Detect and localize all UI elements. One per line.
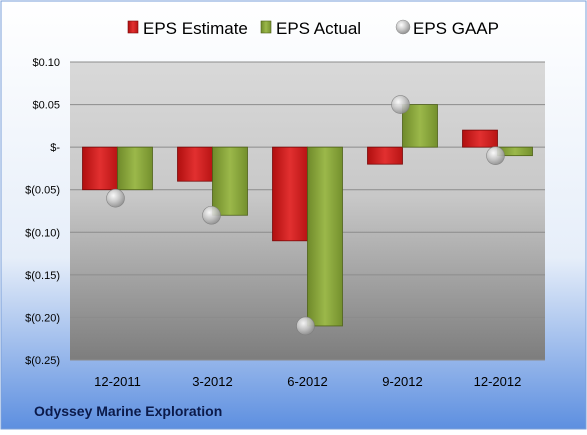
legend-estimate-swatch [127,20,139,34]
gaap-marker [296,316,315,336]
estimate-bar [82,146,118,191]
legend: EPS Estimate EPS Actual EPS GAAP [127,19,499,38]
y-tick-label: $(0.05) [25,185,60,197]
x-tick-label: 3-2012 [192,374,232,389]
gaap-marker [391,95,410,114]
gaap-markers [106,95,505,336]
actual-bar [212,146,248,216]
actual-bar [402,104,438,148]
legend-label: EPS GAAP [413,19,499,38]
legend-actual-swatch [260,20,272,34]
y-tick-label: $(0.15) [25,270,60,282]
y-axis-tick-labels: $0.10 $0.05 $- $(0.05) $(0.10) $(0.15) $(0.20)… [25,57,60,367]
x-tick-label: 12-2011 [94,374,141,389]
actual-bar [307,146,343,327]
y-tick-label: $0.05 [32,100,60,112]
bars [82,104,533,327]
legend-label: EPS Estimate [143,19,248,38]
legend-gaap-swatch [395,19,411,35]
actual-bar [117,146,153,191]
estimate-bar [462,129,498,148]
estimate-bar [272,146,308,242]
y-tick-label: $(0.10) [25,227,60,239]
x-tick-label: 9-2012 [382,374,422,389]
gaap-marker [106,188,125,208]
x-tick-label: 12-2012 [474,374,522,389]
x-tick-label: 6-2012 [287,374,327,389]
company-name: Odyssey Marine Exploration [34,403,222,419]
legend-label: EPS Actual [276,19,361,38]
gaap-marker [486,146,505,165]
estimate-bar [367,146,403,165]
y-tick-label: $(0.20) [25,312,60,324]
y-tick-label: $(0.25) [25,355,60,367]
y-tick-label: $- [50,142,60,154]
x-axis-tick-labels: 12-2011 3-2012 6-2012 9-2012 12-2012 [94,374,521,389]
estimate-bar [177,146,213,182]
y-tick-label: $0.10 [32,57,60,69]
gaap-marker [202,205,221,225]
